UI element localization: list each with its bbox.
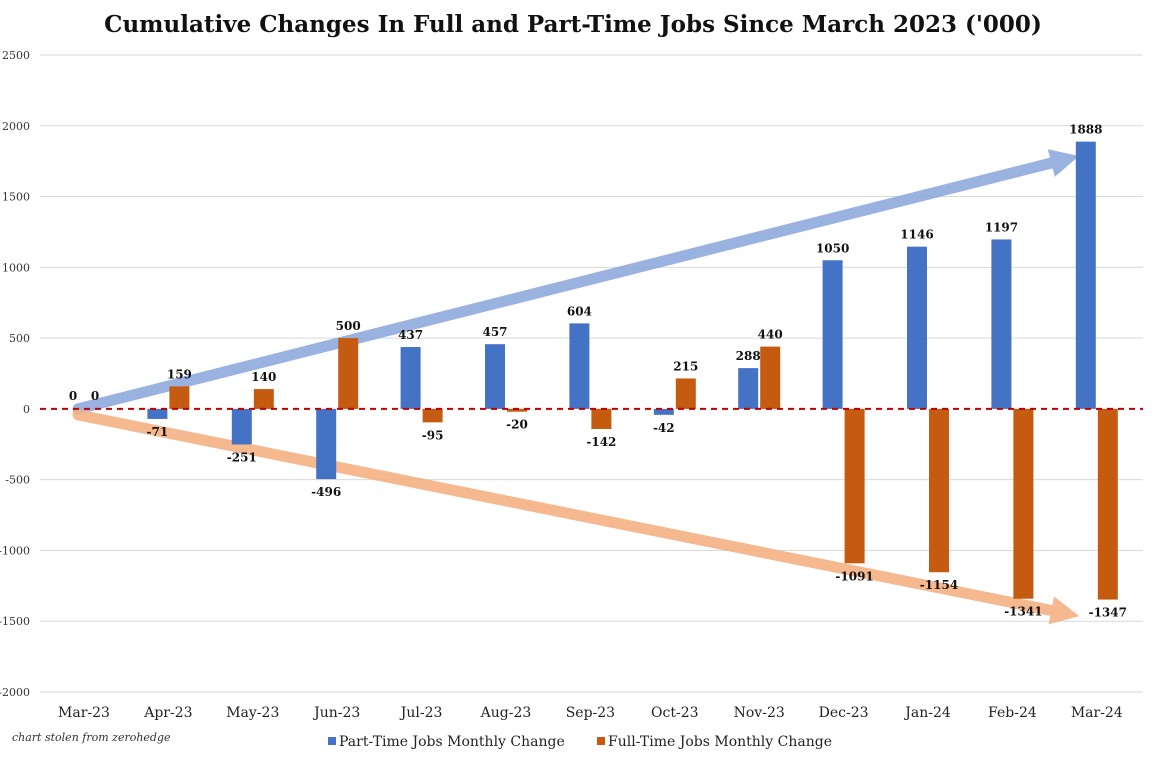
bar-full-time-nov-23 bbox=[760, 346, 781, 409]
bars bbox=[147, 141, 1118, 600]
bar-full-time-oct-23 bbox=[675, 378, 696, 409]
y-tick-label: 2000 bbox=[2, 120, 30, 133]
legend-swatch-part-time bbox=[328, 737, 336, 745]
bar-part-time-jan-24 bbox=[907, 246, 927, 409]
data-label-full-time-may-23: 140 bbox=[251, 370, 276, 384]
x-tick-label: Oct-23 bbox=[651, 705, 699, 721]
y-tick-label: -500 bbox=[5, 474, 30, 487]
y-tick-label: 0 bbox=[23, 403, 30, 416]
x-tick-label: Feb-24 bbox=[988, 705, 1037, 721]
data-label-full-time-jan-24: -1154 bbox=[920, 578, 958, 592]
data-labels: 0 -71 -251 -496 437 457 604 -42 288 1050 1146 1197 1… bbox=[69, 123, 1127, 620]
data-label-full-time-mar-23: 0 bbox=[91, 389, 99, 403]
bar-full-time-jun-23 bbox=[338, 338, 359, 409]
legend: Part-Time Jobs Monthly Change Full-Time … bbox=[328, 734, 832, 750]
bar-part-time-mar-24 bbox=[1075, 141, 1096, 409]
data-label-part-time-jul-23: 437 bbox=[398, 328, 423, 342]
bar-full-time-jul-23 bbox=[422, 408, 443, 423]
data-label-part-time-apr-23: -71 bbox=[147, 425, 169, 439]
y-tick-label: 500 bbox=[9, 332, 30, 345]
bar-part-time-may-23 bbox=[231, 408, 252, 445]
data-label-full-time-jun-23: 500 bbox=[336, 319, 361, 333]
data-label-part-time-sep-23: 604 bbox=[567, 304, 592, 318]
data-label-full-time-dec-23: -1091 bbox=[835, 569, 873, 583]
credit-note: chart stolen from zerohedge bbox=[12, 731, 171, 744]
bar-full-time-dec-23 bbox=[844, 408, 865, 564]
data-label-part-time-dec-23: 1050 bbox=[816, 241, 849, 255]
y-tick-label: -2000 bbox=[0, 686, 30, 699]
x-axis: Mar-23 Apr-23 May-23 Jun-23 Jul-23 Aug-23 Sep-… bbox=[58, 705, 1123, 721]
data-label-full-time-mar-24: -1347 bbox=[1089, 606, 1127, 620]
data-label-full-time-sep-23: -142 bbox=[586, 435, 616, 449]
trend-arrow-part-time bbox=[72, 149, 1079, 415]
legend-swatch-full-time bbox=[597, 737, 605, 745]
x-tick-label: Aug-23 bbox=[480, 705, 532, 721]
data-label-full-time-nov-23: 440 bbox=[758, 328, 783, 342]
bar-full-time-jan-24 bbox=[929, 408, 949, 573]
data-label-part-time-mar-23: 0 bbox=[69, 389, 77, 403]
data-label-part-time-jun-23: -496 bbox=[311, 485, 341, 499]
x-tick-label: May-23 bbox=[226, 705, 279, 721]
bar-full-time-apr-23 bbox=[169, 386, 190, 409]
x-tick-label: Jul-23 bbox=[399, 705, 443, 721]
legend-label-part-time: Part-Time Jobs Monthly Change bbox=[339, 734, 565, 750]
y-tick-label: 1000 bbox=[2, 261, 30, 274]
data-label-full-time-aug-23: -20 bbox=[506, 418, 528, 432]
bar-part-time-apr-23 bbox=[147, 408, 168, 419]
chart-title: Cumulative Changes In Full and Part-Time… bbox=[104, 11, 1042, 38]
data-label-full-time-jul-23: -95 bbox=[422, 428, 444, 442]
data-label-part-time-jan-24: 1146 bbox=[900, 228, 933, 242]
data-label-full-time-oct-23: 215 bbox=[673, 359, 698, 373]
bar-part-time-oct-23 bbox=[653, 408, 674, 415]
bar-full-time-mar-24 bbox=[1097, 408, 1118, 600]
trend-arrows bbox=[72, 149, 1080, 625]
gridlines bbox=[40, 54, 1143, 693]
bar-part-time-aug-23 bbox=[485, 344, 505, 409]
bar-part-time-nov-23 bbox=[738, 368, 759, 409]
bar-full-time-aug-23 bbox=[507, 408, 527, 412]
legend-label-full-time: Full-Time Jobs Monthly Change bbox=[608, 734, 832, 750]
bar-part-time-jul-23 bbox=[400, 347, 421, 409]
x-tick-label: Sep-23 bbox=[566, 705, 615, 721]
x-tick-label: Jan-24 bbox=[903, 705, 951, 721]
data-label-part-time-may-23: -251 bbox=[227, 450, 257, 464]
x-tick-label: Mar-24 bbox=[1071, 705, 1123, 721]
trend-arrow-full-time bbox=[72, 409, 1080, 625]
x-tick-label: Mar-23 bbox=[58, 705, 110, 721]
data-label-part-time-aug-23: 457 bbox=[482, 325, 507, 339]
y-tick-label: -1000 bbox=[0, 544, 30, 557]
y-tick-label: 2500 bbox=[2, 49, 30, 62]
bar-part-time-feb-24 bbox=[991, 239, 1012, 409]
data-label-part-time-oct-23: -42 bbox=[653, 421, 675, 435]
x-tick-label: Nov-23 bbox=[734, 705, 785, 721]
data-label-part-time-mar-24: 1888 bbox=[1069, 123, 1102, 137]
x-tick-label: Jun-23 bbox=[312, 705, 360, 721]
bar-full-time-sep-23 bbox=[591, 408, 612, 429]
data-label-full-time-apr-23: 159 bbox=[167, 367, 192, 381]
bar-full-time-may-23 bbox=[253, 389, 274, 409]
y-tick-label: 1500 bbox=[2, 191, 30, 204]
data-label-part-time-feb-24: 1197 bbox=[985, 220, 1018, 234]
y-axis: -2000 -1500 -1000 -500 0 500 1000 1500 2000 2500 bbox=[0, 49, 30, 699]
bar-full-time-feb-24 bbox=[1013, 408, 1034, 599]
bar-part-time-dec-23 bbox=[822, 260, 843, 409]
data-label-part-time-nov-23: 288 bbox=[736, 349, 761, 363]
data-label-full-time-feb-24: -1341 bbox=[1004, 605, 1042, 619]
bar-part-time-jun-23 bbox=[316, 408, 337, 480]
x-tick-label: Dec-23 bbox=[819, 705, 869, 721]
bar-part-time-sep-23 bbox=[569, 323, 590, 409]
x-tick-label: Apr-23 bbox=[143, 705, 192, 721]
y-tick-label: -1500 bbox=[0, 615, 30, 628]
